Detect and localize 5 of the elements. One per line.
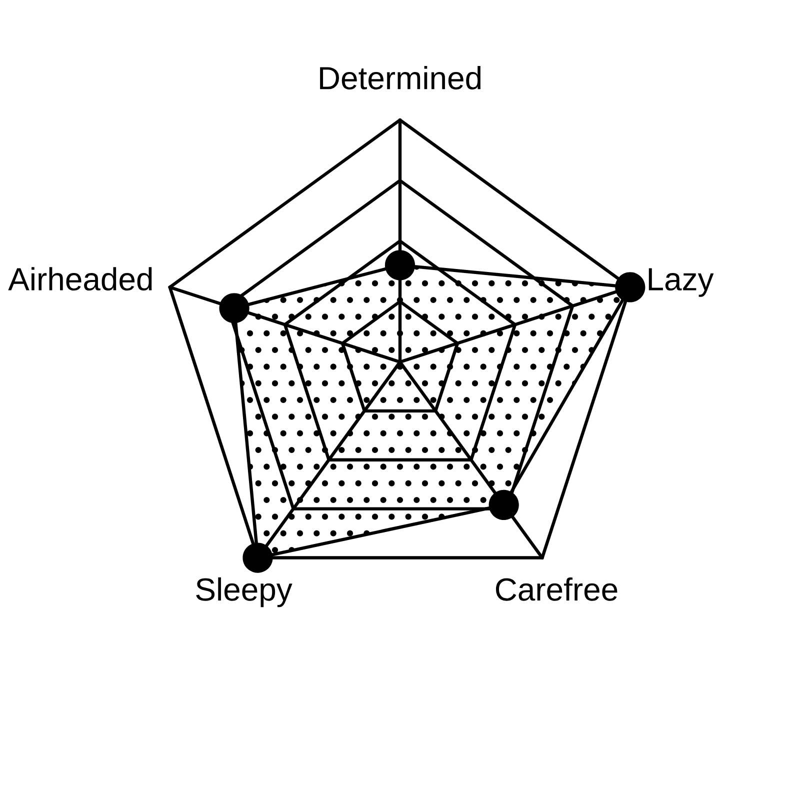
spoke-label: Lazy xyxy=(648,268,714,297)
spoke-label: Determined xyxy=(320,66,481,90)
spoke-label: Carefree xyxy=(496,577,618,601)
spoke-label: Sleepy xyxy=(196,577,292,608)
spoke-label: Airheaded xyxy=(8,267,152,291)
